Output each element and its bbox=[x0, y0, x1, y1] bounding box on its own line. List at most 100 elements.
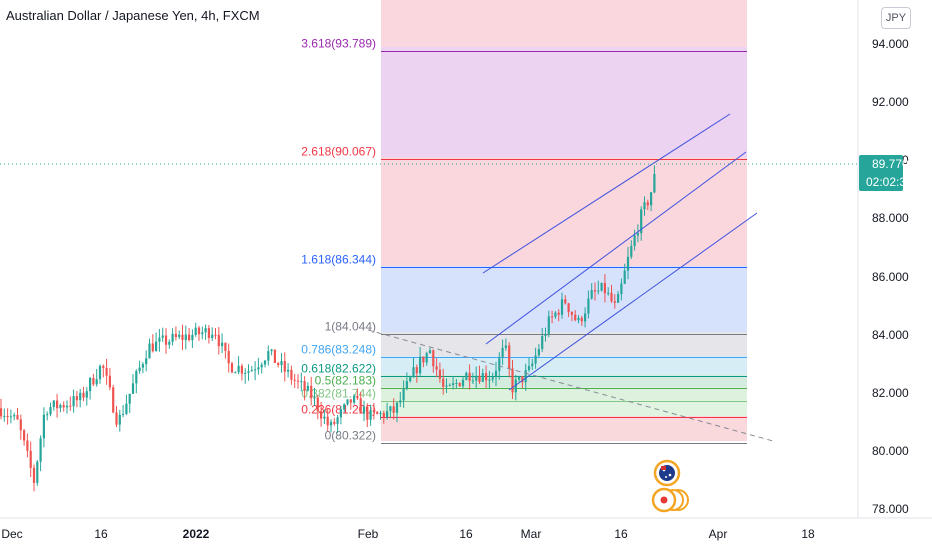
fib-zone-0786-0618 bbox=[381, 356, 747, 375]
candle-body bbox=[626, 256, 630, 271]
candle-body bbox=[79, 392, 82, 401]
time-axis-label: 16 bbox=[94, 527, 108, 541]
candle-body bbox=[112, 387, 115, 413]
candle-body bbox=[494, 370, 498, 378]
candle-body bbox=[290, 369, 293, 380]
candle-body bbox=[461, 379, 465, 387]
candle-body bbox=[412, 367, 415, 378]
candle-body bbox=[501, 347, 504, 358]
candle-body bbox=[138, 367, 141, 372]
time-axis[interactable]: Dec 16 2022 Feb 16 Mar 16 Apr 18 bbox=[1, 527, 815, 541]
candle-body bbox=[191, 334, 194, 341]
candle-body bbox=[3, 415, 6, 417]
candle-body bbox=[174, 333, 177, 338]
candle-body bbox=[376, 412, 379, 414]
candle-body bbox=[650, 192, 653, 206]
candle-body bbox=[590, 290, 593, 299]
candle-body bbox=[49, 407, 52, 415]
candle-body bbox=[419, 356, 422, 374]
channel-middle-line[interactable] bbox=[485, 151, 747, 345]
candle-body bbox=[600, 282, 603, 291]
candle-body bbox=[362, 406, 366, 414]
candle-body bbox=[287, 369, 290, 372]
candle-body bbox=[214, 334, 217, 336]
candle-body bbox=[204, 328, 207, 333]
fib-zone-1-0786 bbox=[381, 332, 747, 356]
candle-body bbox=[108, 375, 111, 388]
candle-body bbox=[630, 246, 633, 257]
candle-body bbox=[69, 405, 72, 407]
candle-body bbox=[468, 372, 471, 381]
japan-flag-icon[interactable] bbox=[651, 487, 689, 513]
candle-body bbox=[13, 415, 16, 417]
candle-body bbox=[118, 414, 121, 425]
candle-body bbox=[323, 416, 326, 419]
candle-body bbox=[422, 356, 425, 363]
price-scale-label: 80.000 bbox=[872, 444, 909, 458]
candle-body bbox=[234, 372, 237, 374]
candle-body bbox=[36, 461, 39, 483]
candle-body bbox=[597, 290, 600, 292]
candle-body bbox=[620, 283, 623, 295]
time-axis-label: Apr bbox=[709, 527, 728, 541]
candle-body bbox=[524, 370, 527, 383]
candle-body bbox=[155, 341, 158, 352]
candle-body bbox=[478, 375, 481, 382]
candle-body bbox=[240, 365, 243, 374]
channel-lower-line[interactable] bbox=[508, 212, 758, 391]
price-scale[interactable]: 94.00092.00090.00088.00086.00084.00082.0… bbox=[872, 37, 909, 516]
fib-level-label: 1.618(86.344) bbox=[301, 253, 376, 267]
candle-body bbox=[161, 335, 164, 338]
candle-body bbox=[607, 292, 610, 294]
candle-body bbox=[409, 377, 412, 382]
fib-zone-05-0382 bbox=[381, 387, 747, 400]
candle-body bbox=[636, 233, 639, 236]
fib-level-label: 0.382(81.744) bbox=[301, 387, 376, 401]
candle-body bbox=[42, 414, 45, 439]
candle-body bbox=[603, 282, 606, 294]
candle-body bbox=[158, 337, 161, 342]
candle-body bbox=[389, 406, 392, 412]
fib-zone-3618-2618 bbox=[381, 47, 747, 157]
candle-body bbox=[230, 363, 234, 373]
candle-body bbox=[643, 202, 646, 210]
price-scale-label: 78.000 bbox=[872, 502, 909, 516]
candle-body bbox=[320, 411, 323, 419]
fib-zone-above-3618 bbox=[381, 0, 747, 47]
candle-body bbox=[415, 367, 418, 374]
candlestick-series[interactable] bbox=[0, 165, 656, 492]
fib-zone-1618-1 bbox=[381, 266, 747, 332]
time-axis-label: 2022 bbox=[183, 527, 210, 541]
channel-upper-line[interactable] bbox=[482, 113, 731, 274]
candle-body bbox=[504, 345, 507, 348]
candle-body bbox=[326, 416, 329, 426]
candle-body bbox=[547, 316, 550, 334]
candle-body bbox=[211, 334, 214, 338]
candle-body bbox=[16, 415, 19, 420]
candle-body bbox=[514, 379, 517, 393]
candle-body bbox=[369, 410, 372, 420]
candle-body bbox=[366, 406, 369, 420]
candle-body bbox=[102, 365, 105, 368]
australia-flag-icon[interactable] bbox=[653, 459, 681, 487]
candle-body bbox=[593, 290, 597, 292]
candle-body bbox=[491, 377, 494, 380]
candle-body bbox=[270, 349, 273, 352]
candle-body bbox=[471, 380, 474, 382]
time-axis-label: Dec bbox=[1, 527, 22, 541]
candle-body bbox=[46, 414, 49, 416]
time-axis-label: Feb bbox=[358, 527, 379, 541]
candle-body bbox=[65, 405, 69, 408]
time-axis-label: 16 bbox=[614, 527, 628, 541]
currency-button[interactable]: JPY bbox=[881, 7, 911, 29]
dashed-trend-line[interactable] bbox=[367, 329, 774, 442]
candle-body bbox=[313, 397, 316, 399]
candle-body bbox=[432, 350, 435, 367]
candle-body bbox=[273, 349, 276, 363]
candle-body bbox=[359, 398, 362, 414]
candle-body bbox=[164, 335, 168, 345]
fib-level-label: 3.618(93.789) bbox=[301, 37, 376, 51]
candle-body bbox=[442, 378, 445, 387]
